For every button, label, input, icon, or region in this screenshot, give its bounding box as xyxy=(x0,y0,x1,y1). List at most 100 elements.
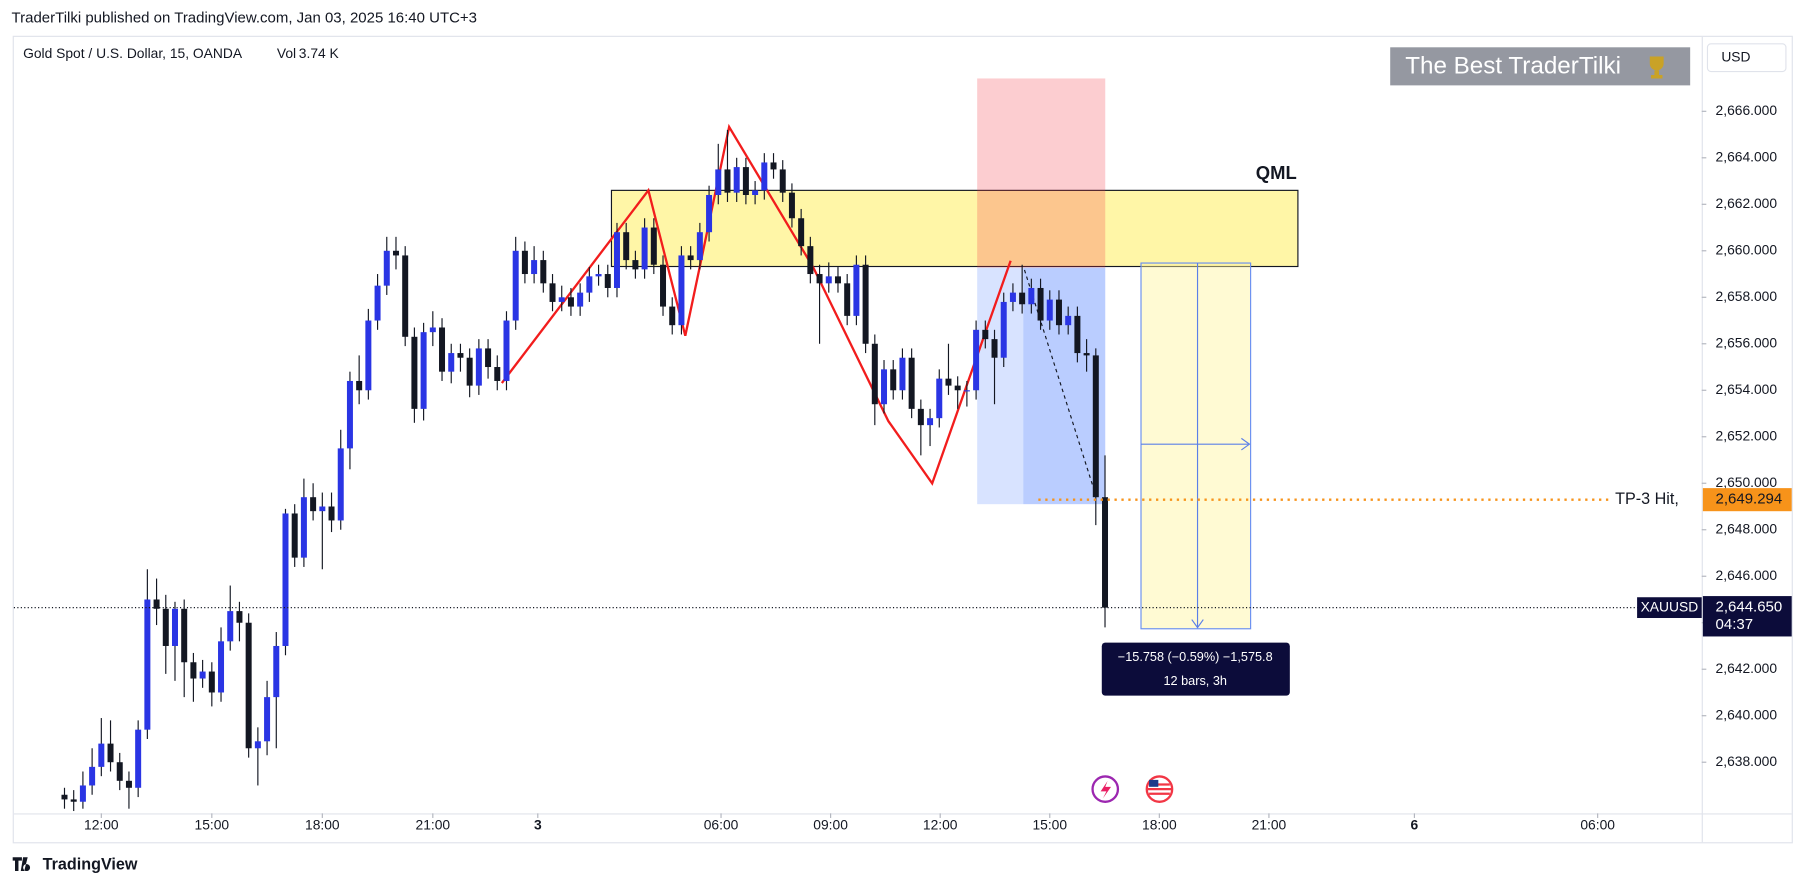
candle-body xyxy=(632,260,639,270)
candle-body xyxy=(144,599,151,730)
candle-body xyxy=(844,283,851,316)
zigzag xyxy=(500,123,1012,486)
candle-body xyxy=(798,218,805,247)
logo xyxy=(12,857,31,872)
candle-body xyxy=(715,169,722,195)
measure-line: −15.758 (−0.59%) −1,575.8 xyxy=(1118,650,1273,664)
candle-body xyxy=(475,348,482,386)
candle-body xyxy=(1065,315,1072,326)
y-tick-label: 2,660.000 xyxy=(1716,241,1778,257)
flag-canton xyxy=(1149,779,1159,787)
event-icon[interactable] xyxy=(1091,775,1120,803)
currency-box[interactable] xyxy=(1706,43,1787,73)
candle-body xyxy=(70,799,77,802)
projection-box xyxy=(1140,262,1252,630)
candle-body xyxy=(779,169,786,193)
drawings xyxy=(500,78,1299,630)
candle-body xyxy=(346,380,353,449)
y-tick-label: 2,640.000 xyxy=(1716,706,1778,722)
candle-body xyxy=(512,250,519,321)
y-tick-label: 2,656.000 xyxy=(1716,334,1778,350)
candle-body xyxy=(908,357,915,409)
candle-body xyxy=(494,367,501,381)
candle-body xyxy=(853,264,860,316)
chart-frame xyxy=(12,35,1793,844)
last-price: 2,644.650 xyxy=(1716,599,1783,616)
candle-body xyxy=(171,608,178,646)
candle-body xyxy=(1092,355,1099,498)
x-tick-label: 12:00 xyxy=(923,817,958,833)
candle-body xyxy=(577,292,584,307)
candle-body xyxy=(917,408,924,426)
watermark: The Best TraderTilki xyxy=(1405,52,1621,79)
candle-body xyxy=(411,336,418,409)
candle-body xyxy=(567,297,574,307)
candle-body xyxy=(927,418,934,426)
y-tick-label: 2,662.000 xyxy=(1716,195,1778,211)
target-zone xyxy=(977,267,1024,505)
candle-body xyxy=(236,611,243,623)
candle-body xyxy=(365,320,372,391)
candle-body xyxy=(291,513,298,558)
candle-body xyxy=(825,276,832,284)
tp-price: 2,649.294 xyxy=(1716,491,1783,508)
header: TraderTilki published on TradingView.com… xyxy=(12,9,477,26)
candle-body xyxy=(282,513,289,646)
y-tick-label: 2,666.000 xyxy=(1716,102,1778,118)
candles xyxy=(61,129,1109,812)
x-tick-label: 18:00 xyxy=(1142,817,1177,833)
candle-body xyxy=(135,729,142,788)
stop-zone xyxy=(977,78,1106,268)
candle-body xyxy=(162,608,169,646)
qml-zone xyxy=(610,189,1299,268)
candle-body xyxy=(1083,353,1090,356)
candle-body xyxy=(485,348,492,368)
symbol: XAUUSD xyxy=(1641,598,1699,614)
x-tick-label: 12:00 xyxy=(84,817,119,833)
candle-body xyxy=(595,274,602,277)
candle-body xyxy=(816,274,823,284)
candle-body xyxy=(181,608,188,663)
countdown: 04:37 xyxy=(1716,616,1754,633)
measure-box xyxy=(1101,642,1290,696)
tp-price-bg xyxy=(1702,488,1792,512)
candle-body xyxy=(1037,287,1044,321)
candle-body xyxy=(991,339,998,358)
measure-line: 12 bars, 3h xyxy=(1163,674,1226,688)
volume-label: Vol xyxy=(277,45,296,61)
candle-body xyxy=(963,390,970,392)
candle-body xyxy=(752,190,759,195)
y-tick-label: 2,638.000 xyxy=(1716,753,1778,769)
candle-body xyxy=(1009,292,1016,302)
candle-body xyxy=(264,697,271,742)
candle-body xyxy=(420,332,427,409)
candle-body xyxy=(558,297,565,302)
candle-body xyxy=(1055,299,1062,326)
candle-body xyxy=(540,260,547,284)
arrow-head xyxy=(1191,619,1204,629)
candle-body xyxy=(982,329,989,340)
candle-body xyxy=(116,762,123,781)
candle-body xyxy=(1000,301,1007,358)
candle-body xyxy=(1046,299,1053,321)
candle-body xyxy=(871,343,878,405)
candle-body xyxy=(669,306,676,326)
candle-body xyxy=(761,162,768,191)
candle-body xyxy=(1028,287,1035,305)
candle-body xyxy=(439,327,446,372)
chart-title: Gold Spot / U.S. Dollar, 15, OANDA xyxy=(23,45,243,61)
candle-body xyxy=(954,385,961,391)
path-line xyxy=(1023,269,1097,497)
event-icon-bolt xyxy=(1100,781,1112,799)
candle-body xyxy=(245,622,252,749)
y-tick-label: 2,646.000 xyxy=(1716,567,1778,583)
candle-body xyxy=(310,497,317,512)
candle-body xyxy=(604,274,611,288)
candle-body xyxy=(457,353,464,358)
candle-body xyxy=(862,264,869,344)
candle-body xyxy=(650,227,657,265)
arrow-head xyxy=(1241,437,1251,451)
candle-body xyxy=(623,232,630,261)
candle-body xyxy=(402,255,409,337)
